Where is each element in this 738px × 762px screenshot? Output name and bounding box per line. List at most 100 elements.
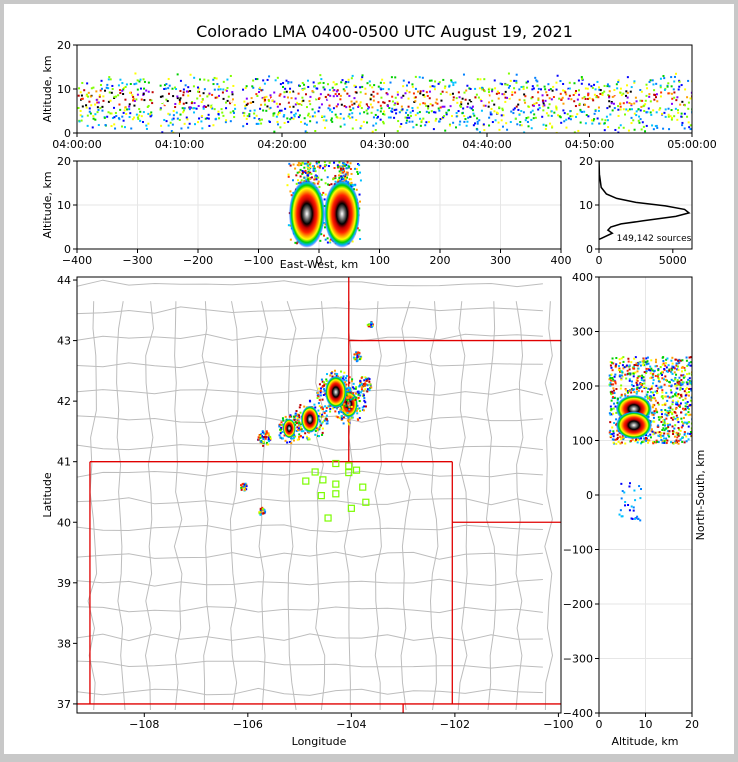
ns-source-mark <box>685 387 688 390</box>
ew-density-core <box>323 179 360 248</box>
ew-source-mark <box>319 164 322 167</box>
ns-source-mark <box>627 360 630 363</box>
ns-source-mark <box>655 390 658 393</box>
time-source-mark <box>505 122 508 125</box>
map-source-mark <box>325 383 328 386</box>
time-source-mark <box>323 115 326 118</box>
time-source-mark <box>517 103 520 106</box>
lma-station-marker <box>302 477 310 485</box>
time-source-mark <box>324 95 327 98</box>
time-source-mark <box>594 109 597 112</box>
time-source-mark <box>673 75 676 78</box>
time-source-mark <box>649 100 652 103</box>
time-source-mark <box>262 97 265 100</box>
ns-source-mark <box>659 433 662 436</box>
ew-source-mark <box>316 182 319 185</box>
ns-source-mark <box>680 426 683 429</box>
ns-source-mark <box>683 366 686 369</box>
map-source-mark <box>352 392 355 395</box>
ns-source-mark <box>658 380 661 383</box>
time-source-mark <box>280 109 283 112</box>
time-source-mark <box>458 96 461 99</box>
ns-source-mark <box>647 434 650 437</box>
time-source-mark <box>298 103 301 106</box>
ns-source-mark <box>685 391 688 394</box>
ew-ytick-label: 20 <box>57 155 71 168</box>
map-source-mark <box>305 435 308 438</box>
time-source-mark <box>488 94 491 97</box>
time-source-mark <box>544 88 547 91</box>
time-source-mark <box>391 107 394 110</box>
time-source-mark <box>285 79 288 82</box>
ns-source-mark <box>684 388 687 391</box>
map-source-mark <box>340 411 343 414</box>
ns-source-mark <box>641 383 644 386</box>
time-source-mark <box>339 94 342 97</box>
ns-source-mark <box>611 438 614 441</box>
county-line <box>374 301 382 711</box>
time-source-mark <box>372 95 375 98</box>
ns-source-mark <box>630 517 633 520</box>
time-source-mark <box>121 89 124 92</box>
time-source-mark <box>351 103 354 106</box>
time-source-mark <box>515 73 518 76</box>
map-source-mark <box>355 360 358 363</box>
time-source-mark <box>643 109 646 112</box>
time-source-mark <box>607 126 610 129</box>
ns-source-mark <box>668 430 671 433</box>
map-source-mark <box>359 382 362 385</box>
time-source-mark <box>609 113 612 116</box>
ns-source-mark <box>649 365 652 368</box>
ns-source-mark <box>616 429 619 432</box>
ns-source-mark <box>663 432 666 435</box>
time-source-mark <box>300 103 303 106</box>
map-source-mark <box>278 423 281 426</box>
time-source-mark <box>262 79 265 82</box>
time-source-mark <box>581 110 584 113</box>
time-source-mark <box>687 107 690 110</box>
ns-source-mark <box>668 435 671 438</box>
map-source-mark <box>298 414 301 417</box>
time-source-mark <box>121 82 124 85</box>
ew-source-mark <box>304 169 307 172</box>
time-source-mark <box>107 87 110 90</box>
time-source-mark <box>264 98 267 101</box>
time-source-mark <box>396 102 399 105</box>
map-source-mark <box>341 377 344 380</box>
ns-source-mark <box>665 391 668 394</box>
time-source-mark <box>263 96 266 99</box>
time-source-mark <box>560 98 563 101</box>
ns-source-mark <box>616 401 619 404</box>
time-source-mark <box>381 78 384 81</box>
time-source-mark <box>498 128 501 131</box>
time-source-mark <box>323 126 326 129</box>
ew-source-mark <box>322 191 325 194</box>
time-source-mark <box>128 116 131 119</box>
ns-source-mark <box>686 407 689 410</box>
ew-ytick-label: 0 <box>64 243 71 256</box>
time-source-mark <box>229 102 232 105</box>
ns-source-mark <box>663 383 666 386</box>
ns-ytick-label: 300 <box>572 326 593 339</box>
time-source-mark <box>195 107 198 110</box>
time-source-mark <box>217 110 220 113</box>
map-source-mark <box>339 409 342 412</box>
ns-source-mark <box>624 504 627 507</box>
time-source-mark <box>686 96 689 99</box>
time-source-mark <box>494 87 497 90</box>
ns-source-mark <box>663 395 666 398</box>
time-source-mark <box>88 110 91 113</box>
ns-source-mark <box>632 365 635 368</box>
time-source-mark <box>634 96 637 99</box>
map-source-mark <box>281 417 284 420</box>
time-source-mark <box>106 83 109 86</box>
time-source-mark <box>635 110 638 113</box>
ns-source-mark <box>673 378 676 381</box>
county-line <box>144 301 155 711</box>
time-source-mark <box>362 97 365 100</box>
time-source-mark <box>483 78 486 81</box>
time-source-mark <box>549 122 552 125</box>
time-source-mark <box>659 84 662 87</box>
time-source-mark <box>316 96 319 99</box>
ns-source-mark <box>613 397 616 400</box>
